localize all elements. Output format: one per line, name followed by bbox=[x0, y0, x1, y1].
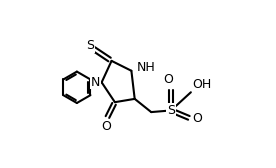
Text: O: O bbox=[102, 120, 112, 133]
Text: NH: NH bbox=[136, 61, 155, 74]
Text: O: O bbox=[163, 73, 173, 86]
Text: S: S bbox=[86, 39, 94, 52]
Text: O: O bbox=[193, 112, 202, 125]
Text: N: N bbox=[91, 76, 100, 89]
Text: OH: OH bbox=[193, 78, 212, 91]
Text: S: S bbox=[167, 104, 175, 117]
